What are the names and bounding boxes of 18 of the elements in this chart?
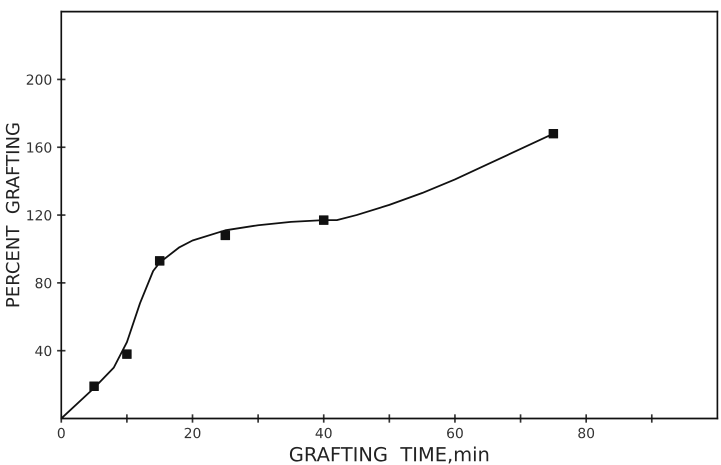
point bbox=[122, 349, 132, 359]
y-tick-label: 40 bbox=[35, 346, 52, 356]
x-tick-label: 60 bbox=[447, 428, 463, 438]
point bbox=[154, 256, 164, 266]
x-tick-label: 0 bbox=[58, 428, 65, 438]
point bbox=[318, 215, 328, 225]
y-axis-title: PERCENT GRAFTING bbox=[6, 124, 20, 306]
y-tick-label: 80 bbox=[36, 278, 52, 288]
x-axis-title: GRAFTING TIME,min bbox=[290, 446, 488, 464]
y-tick-label: 160 bbox=[27, 142, 52, 153]
point bbox=[220, 230, 230, 240]
x-tick-label: 20 bbox=[184, 428, 200, 438]
y-tick-label: 120 bbox=[27, 210, 52, 221]
x-tick-label: 80 bbox=[578, 428, 594, 438]
y-tick-label: 200 bbox=[26, 74, 52, 85]
x-tick-label: 40 bbox=[316, 428, 332, 438]
point bbox=[548, 128, 558, 138]
point bbox=[89, 382, 99, 392]
